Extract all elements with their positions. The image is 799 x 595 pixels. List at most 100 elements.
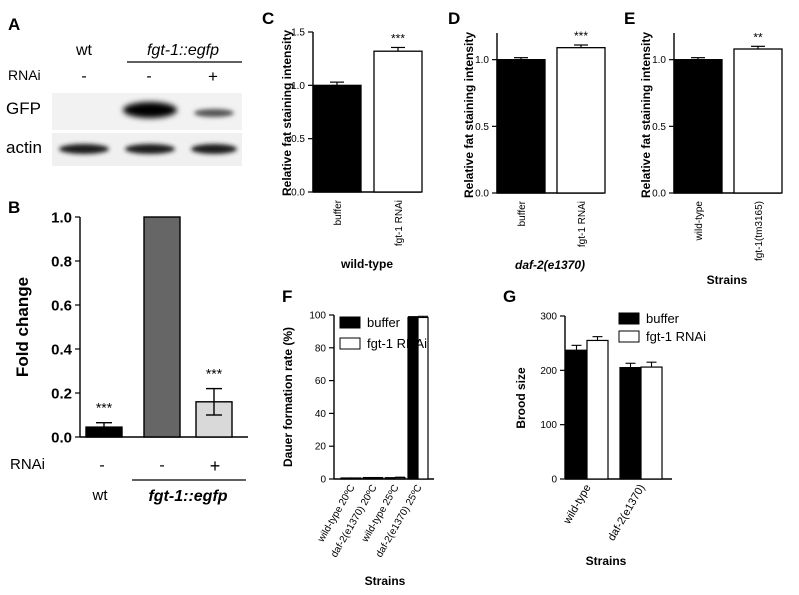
g-legend-label-buffer: buffer (646, 311, 680, 326)
d-significance-stars: *** (574, 29, 588, 43)
g-legend-swatch-fgt1 (618, 330, 640, 343)
f-y-tick-label: 80 (315, 343, 327, 354)
e-x-tick-label: wild-type (694, 201, 705, 242)
blot-rnai-mark-3: + (208, 67, 218, 86)
g-legend-swatch-buffer (618, 312, 640, 325)
g-bar (619, 367, 642, 480)
e-bar (733, 48, 783, 194)
d-y-tick-label: 0.0 (475, 189, 489, 200)
d-bar (556, 47, 606, 194)
d-bar (496, 59, 546, 194)
g-legend: buffer fgt-1 RNAi (618, 311, 706, 344)
e-y-axis-label: Relative fat staining intensity (639, 32, 653, 198)
d-x-tick-label: buffer (517, 200, 528, 226)
panel-f-chart: F Dauer formation rate (%) 020406080100w… (281, 287, 434, 588)
e-significance-stars: ** (753, 30, 763, 44)
g-x-tick-label: daf-2(e1370) (606, 483, 648, 544)
f-legend-label-buffer: buffer (367, 315, 401, 330)
e-y-tick-label: 1.0 (652, 55, 666, 66)
g-x-tick-label: wild-type (561, 483, 594, 527)
panel-letter-f: F (282, 287, 292, 306)
b-significance-stars: *** (206, 366, 223, 382)
g-bar (565, 349, 588, 480)
f-y-tick-label: 0 (320, 475, 326, 486)
blot-band-gfp-lane-3 (194, 109, 234, 117)
g-y-tick-label: 300 (540, 312, 557, 323)
c-y-tick-label: 1.0 (291, 81, 305, 92)
d-y-axis-label: Relative fat staining intensity (462, 32, 476, 198)
blot-col-label-fgt1-egfp: fgt-1::egfp (147, 42, 219, 59)
panel-letter-e: E (624, 9, 635, 28)
g-y-axis-label: Brood size (514, 367, 528, 429)
b-y-tick-label: 0.4 (51, 341, 73, 358)
e-x-axis-label: Strains (707, 273, 748, 287)
b-y-tick-label: 1.0 (51, 209, 72, 226)
f-bar (394, 477, 406, 480)
b-rnai-mark-2: - (159, 457, 164, 474)
c-y-tick-label: 1.5 (291, 28, 305, 39)
c-y-axis-label: Relative fat staining intensity (280, 30, 294, 196)
panel-letter-g: G (503, 287, 516, 306)
d-x-axis-label: daf-2(e1370) (515, 258, 585, 272)
panel-letter-a: A (8, 15, 20, 34)
panel-e-chart: E Relative fat staining intensity 0.0 0.5… (624, 9, 783, 287)
c-significance-stars: *** (391, 31, 405, 45)
c-bar (373, 50, 423, 193)
f-y-axis-label: Dauer formation rate (%) (281, 327, 295, 467)
e-y-tick-label: 0.5 (652, 122, 666, 133)
c-x-tick-label: fgt-1 RNAi (394, 200, 405, 246)
c-x-tick-label: buffer (333, 199, 344, 225)
panel-c-chart: C Relative fat staining intensity 0.0 0.5… (262, 9, 423, 271)
b-group-label-fgt1: fgt-1::egfp (148, 488, 227, 505)
e-y-tick-label: 0.0 (652, 189, 666, 200)
e-x-tick-label: fgt-1(tm3165) (754, 201, 765, 261)
f-bar (362, 477, 374, 480)
g-bar (586, 339, 609, 480)
f-legend-swatch-fgt1 (339, 337, 361, 350)
g-y-tick-label: 0 (551, 475, 557, 486)
b-significance-stars: *** (96, 400, 113, 416)
f-y-tick-label: 100 (309, 311, 326, 322)
d-x-tick-label: fgt-1 RNAi (577, 201, 588, 247)
d-y-tick-label: 0.5 (475, 122, 489, 133)
g-x-axis-label: Strains (586, 554, 627, 568)
blot-row-label-actin: actin (6, 138, 42, 157)
panel-b-chart: B Fold change 0.0 0.2 0.4 0.6 0.8 1.0 *** *** R… (8, 198, 248, 505)
b-y-tick-label: 0.0 (51, 429, 72, 446)
panel-letter-b: B (8, 198, 20, 217)
blot-band-actin-lane-1 (59, 144, 109, 154)
b-bar (143, 216, 181, 438)
f-legend: buffer fgt-1 RNAi (339, 315, 427, 351)
f-y-tick-label: 20 (315, 442, 327, 453)
f-y-tick-label: 40 (315, 409, 327, 420)
c-x-axis-label: wild-type (340, 257, 393, 271)
panel-d-chart: D Relative fat staining intensity 0.0 0.5… (448, 9, 606, 272)
g-y-tick-label: 100 (540, 420, 557, 431)
b-y-tick-label: 0.2 (51, 385, 72, 402)
c-bar (312, 84, 362, 193)
f-bar (372, 477, 384, 480)
b-rnai-mark-3: + (210, 456, 221, 476)
b-y-tick-label: 0.6 (51, 297, 72, 314)
blot-rnai-mark-2: - (146, 68, 151, 85)
panel-letter-c: C (262, 9, 274, 28)
g-bar (640, 366, 663, 480)
b-group-label-wt: wt (92, 487, 109, 504)
b-y-tick-label: 0.8 (51, 253, 72, 270)
c-y-tick-label: 0.5 (291, 134, 305, 145)
blot-band-actin-lane-3 (191, 144, 237, 154)
b-rnai-mark-1: - (99, 457, 104, 474)
f-x-axis-label: Strains (365, 574, 406, 588)
blot-band-gfp-lane-2 (123, 102, 177, 118)
panel-g-chart: G Brood size 0 100 200 300 wild-type daf-2(e1… (503, 287, 706, 568)
b-y-axis-label: Fold change (13, 277, 32, 377)
f-y-tick-label: 60 (315, 376, 327, 387)
c-y-tick-label: 0.0 (291, 188, 305, 199)
blot-band-actin-lane-2 (125, 144, 175, 154)
panel-letter-d: D (448, 9, 460, 28)
g-y-tick-label: 200 (540, 366, 557, 377)
d-y-tick-label: 1.0 (475, 55, 489, 66)
blot-col-label-wt: wt (75, 42, 93, 59)
b-rnai-label: RNAi (10, 456, 45, 473)
